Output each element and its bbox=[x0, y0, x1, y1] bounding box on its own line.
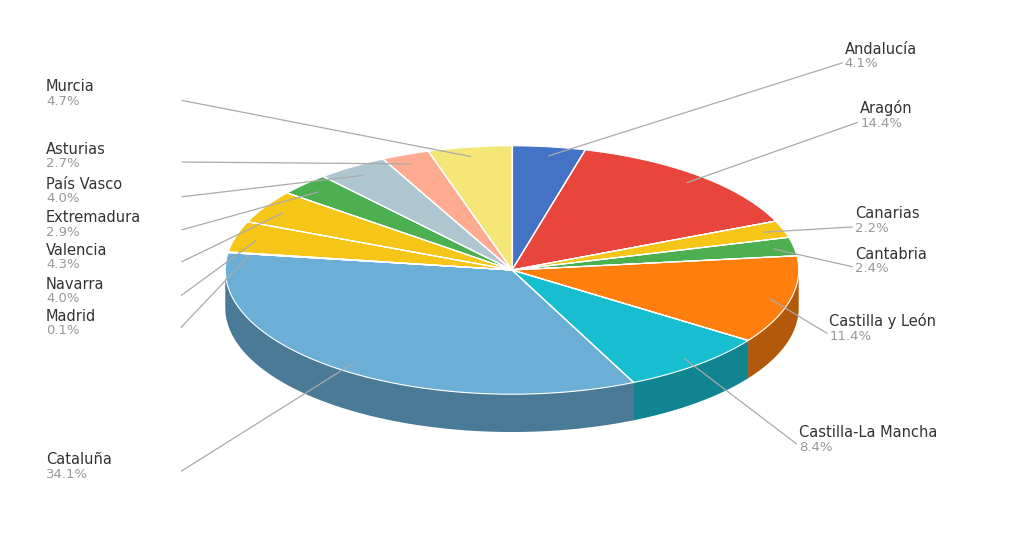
Text: 8.4%: 8.4% bbox=[799, 441, 833, 454]
Polygon shape bbox=[428, 146, 512, 270]
Text: 0.1%: 0.1% bbox=[46, 325, 80, 338]
Text: Murcia: Murcia bbox=[46, 79, 95, 94]
Polygon shape bbox=[512, 270, 749, 382]
Polygon shape bbox=[324, 159, 512, 270]
Polygon shape bbox=[512, 270, 634, 420]
Text: Extremadura: Extremadura bbox=[46, 210, 141, 225]
Text: 2.4%: 2.4% bbox=[855, 262, 889, 275]
Polygon shape bbox=[512, 150, 775, 270]
Text: Aragón: Aragón bbox=[860, 100, 912, 116]
Text: 11.4%: 11.4% bbox=[829, 330, 871, 343]
Text: Valencia: Valencia bbox=[46, 242, 108, 258]
Text: 34.1%: 34.1% bbox=[46, 468, 88, 481]
Polygon shape bbox=[248, 193, 512, 270]
Text: 2.7%: 2.7% bbox=[46, 157, 80, 170]
Text: 14.4%: 14.4% bbox=[860, 117, 902, 130]
Polygon shape bbox=[512, 146, 586, 270]
Text: 4.0%: 4.0% bbox=[46, 292, 80, 305]
Text: Canarias: Canarias bbox=[855, 206, 920, 221]
Text: Castilla-La Mancha: Castilla-La Mancha bbox=[799, 425, 937, 440]
Polygon shape bbox=[512, 237, 797, 270]
Polygon shape bbox=[228, 222, 512, 270]
Polygon shape bbox=[512, 270, 749, 379]
Text: 2.2%: 2.2% bbox=[855, 222, 889, 235]
Text: 4.0%: 4.0% bbox=[46, 192, 80, 205]
Polygon shape bbox=[512, 270, 749, 379]
Text: País Vasco: País Vasco bbox=[46, 177, 122, 192]
Polygon shape bbox=[225, 271, 634, 432]
Polygon shape bbox=[228, 252, 512, 270]
Polygon shape bbox=[634, 341, 749, 420]
Text: Cataluña: Cataluña bbox=[46, 452, 112, 467]
Polygon shape bbox=[512, 221, 788, 270]
Text: 4.7%: 4.7% bbox=[46, 95, 80, 108]
Polygon shape bbox=[512, 270, 634, 420]
Text: Asturias: Asturias bbox=[46, 141, 105, 157]
Polygon shape bbox=[287, 177, 512, 270]
Text: Andalucía: Andalucía bbox=[845, 42, 918, 57]
Text: Cantabria: Cantabria bbox=[855, 247, 927, 262]
Text: 4.3%: 4.3% bbox=[46, 258, 80, 271]
Text: Navarra: Navarra bbox=[46, 276, 104, 292]
Polygon shape bbox=[512, 256, 799, 341]
Polygon shape bbox=[383, 151, 512, 270]
Text: 4.1%: 4.1% bbox=[845, 57, 879, 70]
Text: 2.9%: 2.9% bbox=[46, 226, 80, 239]
Polygon shape bbox=[225, 253, 634, 394]
Text: Madrid: Madrid bbox=[46, 309, 96, 324]
Polygon shape bbox=[749, 271, 799, 379]
Text: Castilla y León: Castilla y León bbox=[829, 313, 936, 329]
